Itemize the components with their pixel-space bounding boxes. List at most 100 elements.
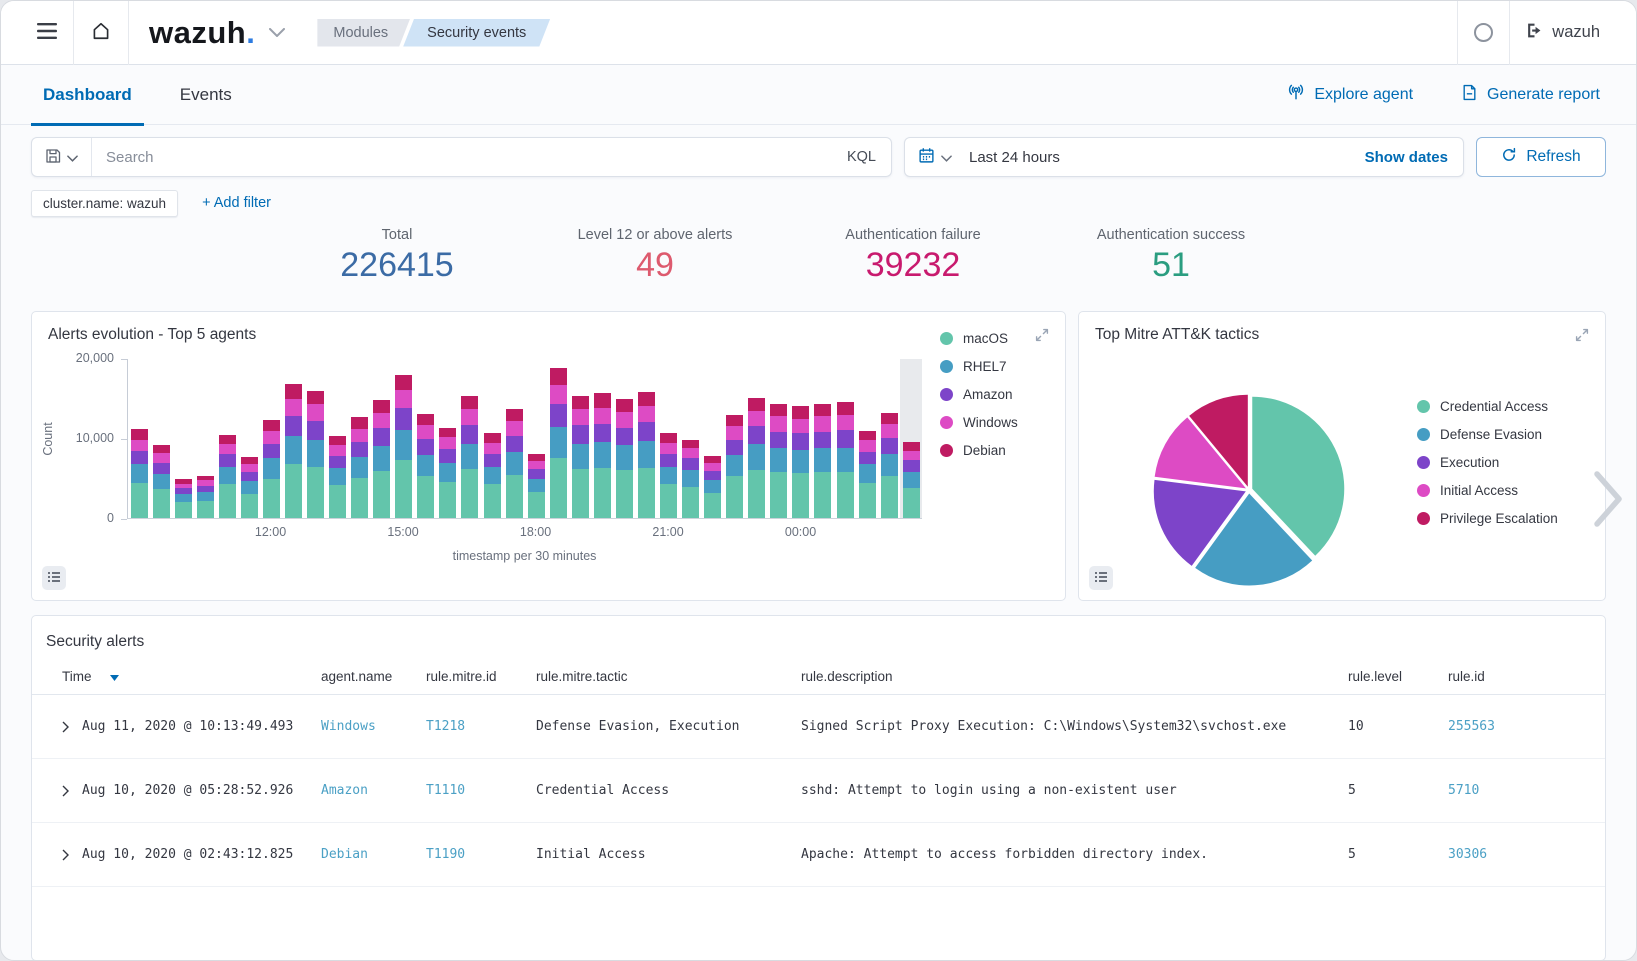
bar-segment-rhel7[interactable] [550, 427, 567, 458]
column-header-rule-id[interactable]: rule.id [1448, 669, 1605, 684]
bar-segment-amazon[interactable] [439, 449, 456, 463]
tab-dashboard[interactable]: Dashboard [31, 65, 144, 125]
bar-segment-amazon[interactable] [528, 469, 545, 479]
bar-segment-macos[interactable] [307, 467, 324, 518]
bar-segment-debian[interactable] [439, 428, 456, 437]
bar-segment-windows[interactable] [550, 385, 567, 404]
bar-segment-amazon[interactable] [219, 454, 236, 467]
bar-segment-windows[interactable] [594, 408, 611, 424]
bar-segment-amazon[interactable] [594, 424, 611, 442]
bar-segment-amazon[interactable] [770, 432, 787, 449]
home-button[interactable] [74, 1, 128, 65]
bar-segment-windows[interactable] [395, 390, 412, 408]
bar-segment-macos[interactable] [638, 468, 655, 518]
legend-item[interactable]: Execution [1417, 448, 1558, 476]
legend-item[interactable]: Initial Access [1417, 476, 1558, 504]
bar-segment-windows[interactable] [881, 424, 898, 438]
bar-segment-windows[interactable] [859, 440, 876, 451]
bar-segment-debian[interactable] [461, 396, 478, 409]
column-header-time[interactable]: Time [32, 669, 321, 684]
bar-segment-debian[interactable] [616, 399, 633, 413]
bar-segment-macos[interactable] [748, 470, 765, 518]
bar-segment-debian[interactable] [726, 415, 743, 426]
bar-segment-rhel7[interactable] [638, 441, 655, 467]
bar-segment-debian[interactable] [859, 431, 876, 441]
bar-segment-windows[interactable] [219, 444, 236, 454]
bar-segment-amazon[interactable] [903, 460, 920, 471]
legend-item[interactable]: RHEL7 [940, 352, 1018, 380]
bar-segment-debian[interactable] [682, 440, 699, 448]
bar-segment-amazon[interactable] [550, 404, 567, 426]
bar-segment-macos[interactable] [572, 469, 589, 518]
bar-segment-windows[interactable] [263, 431, 280, 444]
menu-button[interactable] [21, 1, 73, 65]
bar-segment-macos[interactable] [792, 473, 809, 518]
bar-segment-macos[interactable] [131, 483, 148, 518]
bar-segment-debian[interactable] [792, 406, 809, 419]
cell-link[interactable]: 30306 [1448, 847, 1487, 862]
bar-segment-debian[interactable] [219, 435, 236, 444]
bar-segment-rhel7[interactable] [837, 448, 854, 472]
bar-segment-amazon[interactable] [241, 472, 258, 481]
bar-segment-amazon[interactable] [329, 456, 346, 468]
legend-item[interactable]: Credential Access [1417, 392, 1558, 420]
bar-segment-debian[interactable] [572, 396, 589, 409]
bar-segment-rhel7[interactable] [792, 450, 809, 473]
bar-segment-rhel7[interactable] [329, 468, 346, 486]
bar-segment-rhel7[interactable] [219, 467, 236, 485]
bar-segment-debian[interactable] [814, 404, 831, 417]
bar-segment-windows[interactable] [285, 399, 302, 417]
cell-link[interactable]: 5710 [1448, 783, 1479, 798]
bar-segment-macos[interactable] [219, 484, 236, 518]
bar-segment-macos[interactable] [528, 492, 545, 518]
bar-segment-windows[interactable] [682, 448, 699, 458]
bar-segment-rhel7[interactable] [439, 463, 456, 482]
bar-segment-windows[interactable] [770, 416, 787, 431]
bar-segment-rhel7[interactable] [859, 464, 876, 482]
bar-segment-rhel7[interactable] [285, 436, 302, 464]
bar-segment-debian[interactable] [506, 409, 523, 421]
bar-segment-windows[interactable] [660, 443, 677, 454]
bar-segment-windows[interactable] [726, 426, 743, 440]
search-input[interactable] [92, 149, 832, 166]
bar-segment-rhel7[interactable] [748, 444, 765, 470]
bar-segment-amazon[interactable] [792, 433, 809, 450]
bar-segment-debian[interactable] [285, 384, 302, 399]
bar-segment-rhel7[interactable] [726, 455, 743, 477]
bar-segment-macos[interactable] [263, 479, 280, 518]
bar-segment-amazon[interactable] [837, 430, 854, 448]
bar-segment-rhel7[interactable] [241, 481, 258, 494]
bar-segment-rhel7[interactable] [704, 480, 721, 493]
bar-segment-amazon[interactable] [638, 422, 655, 441]
bar-segment-rhel7[interactable] [263, 458, 280, 479]
bar-segment-amazon[interactable] [373, 428, 390, 446]
expand-row-button[interactable] [62, 849, 69, 861]
bar-segment-rhel7[interactable] [351, 457, 368, 478]
bar-segment-rhel7[interactable] [131, 464, 148, 482]
cell-link[interactable]: 255563 [1448, 719, 1495, 734]
next-panels-button[interactable] [1594, 471, 1622, 530]
bar-segment-amazon[interactable] [417, 439, 434, 455]
bar-segment-rhel7[interactable] [572, 444, 589, 470]
bar-segment-macos[interactable] [550, 458, 567, 518]
bar-segment-macos[interactable] [241, 494, 258, 518]
bar-segment-macos[interactable] [373, 471, 390, 518]
bar-segment-rhel7[interactable] [307, 440, 324, 466]
bar-segment-windows[interactable] [417, 425, 434, 439]
bar-segment-amazon[interactable] [506, 436, 523, 452]
quick-select-button[interactable] [905, 138, 965, 176]
bar-segment-windows[interactable] [616, 412, 633, 427]
bar-segment-amazon[interactable] [572, 425, 589, 443]
bar-segment-macos[interactable] [484, 484, 501, 518]
bar-segment-amazon[interactable] [881, 438, 898, 454]
bar-segment-rhel7[interactable] [660, 467, 677, 485]
column-header-rule-level[interactable]: rule.level [1348, 669, 1448, 684]
refresh-button[interactable]: Refresh [1476, 137, 1606, 177]
bar-segment-macos[interactable] [395, 460, 412, 518]
bar-segment-amazon[interactable] [859, 452, 876, 465]
bar-segment-windows[interactable] [506, 421, 523, 435]
expand-panel-button[interactable] [1033, 326, 1051, 347]
bar-segment-windows[interactable] [241, 464, 258, 472]
bar-segment-windows[interactable] [153, 453, 170, 463]
open-app-user-button[interactable]: wazuh [1510, 1, 1616, 65]
